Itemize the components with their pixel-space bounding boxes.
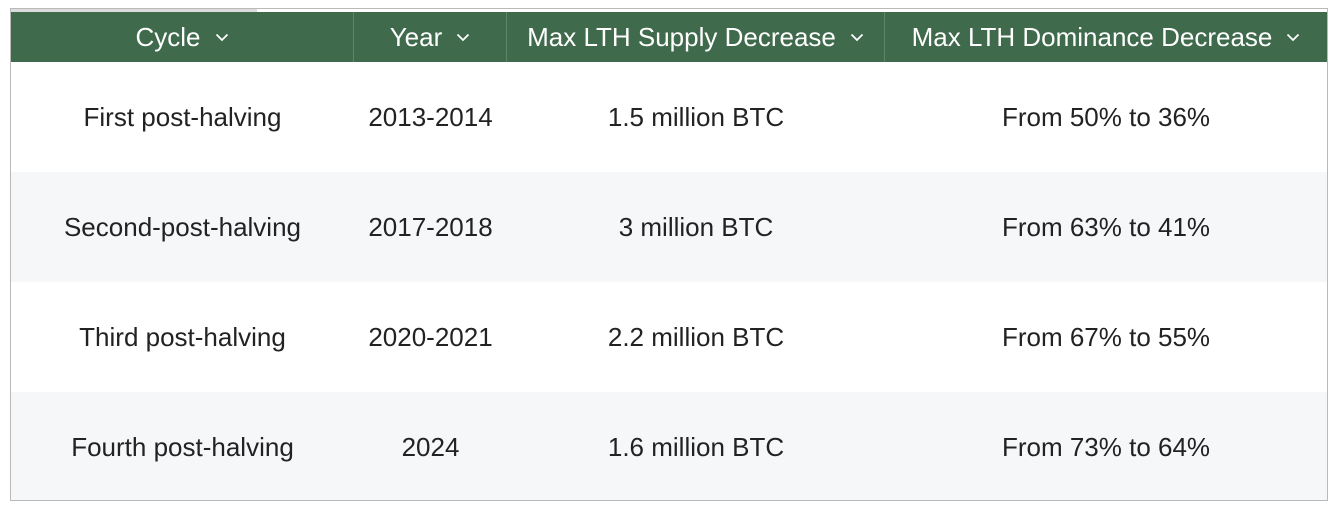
table-row: First post-halving 2013-2014 1.5 million… [11, 62, 1327, 172]
cell-year: 2020-2021 [368, 321, 493, 352]
cell-supply-decrease: 1.5 million BTC [607, 101, 785, 132]
cell-cycle: Second-post-halving [63, 211, 302, 242]
chevron-down-icon[interactable] [1286, 33, 1300, 42]
table-body: First post-halving 2013-2014 1.5 million… [11, 62, 1327, 500]
cell-cycle: Fourth post-halving [71, 431, 294, 462]
column-header-year[interactable]: Year [354, 12, 507, 62]
column-header-label: Cycle [135, 21, 201, 52]
cell-dominance-decrease: From 63% to 41% [1001, 211, 1211, 242]
cell-dominance-decrease: From 50% to 36% [1001, 101, 1211, 132]
data-table: Cycle Year Max LTH Supply Decrease Max L… [10, 8, 1328, 501]
cell-dominance-decrease: From 73% to 64% [1001, 431, 1211, 462]
column-header-label: Max LTH Dominance Decrease [911, 21, 1273, 52]
chevron-down-icon[interactable] [215, 33, 229, 42]
table-header: Cycle Year Max LTH Supply Decrease Max L… [11, 12, 1327, 62]
cell-cycle: First post-halving [83, 101, 282, 132]
cell-cycle: Third post-halving [79, 321, 286, 352]
column-header-label: Max LTH Supply Decrease [527, 21, 836, 52]
column-header-max-lth-dominance-decrease[interactable]: Max LTH Dominance Decrease [885, 12, 1327, 62]
table-row: Second-post-halving 2017-2018 3 million … [11, 172, 1327, 282]
table-row: Third post-halving 2020-2021 2.2 million… [11, 282, 1327, 392]
cell-dominance-decrease: From 67% to 55% [1001, 321, 1211, 352]
table-row: Fourth post-halving 2024 1.6 million BTC… [11, 392, 1327, 500]
cell-supply-decrease: 1.6 million BTC [607, 431, 785, 462]
cell-year: 2024 [401, 431, 460, 462]
chevron-down-icon[interactable] [850, 33, 864, 42]
top-divider [11, 9, 257, 12]
cell-year: 2013-2014 [368, 101, 493, 132]
column-header-max-lth-supply-decrease[interactable]: Max LTH Supply Decrease [507, 12, 885, 62]
cell-supply-decrease: 2.2 million BTC [607, 321, 785, 352]
column-header-label: Year [389, 21, 443, 52]
chevron-down-icon[interactable] [456, 33, 470, 42]
column-header-cycle[interactable]: Cycle [11, 12, 354, 62]
cell-year: 2017-2018 [368, 211, 493, 242]
cell-supply-decrease: 3 million BTC [618, 211, 774, 242]
